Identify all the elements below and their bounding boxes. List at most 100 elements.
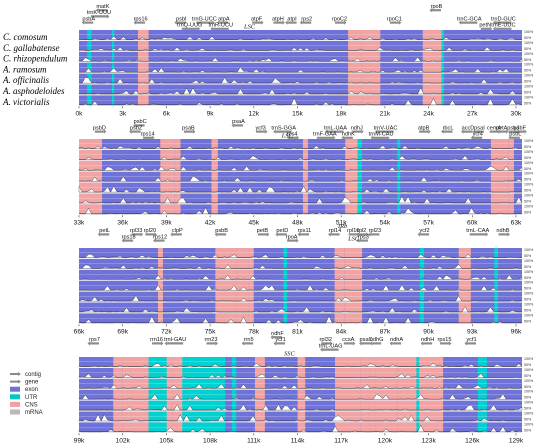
gene-arrowhead <box>367 232 371 237</box>
y-axis-label-50: 50% <box>524 418 532 422</box>
gene-label: ndhJ <box>351 125 363 131</box>
legend-label: exon <box>25 387 38 393</box>
legend-arrowhead <box>18 372 21 376</box>
tick-label: 99k <box>74 437 85 444</box>
gene-arrowhead <box>492 20 496 25</box>
y-axis-label-50: 50% <box>524 156 532 160</box>
gene-label: ndhF <box>271 331 284 337</box>
gene-arrowhead <box>121 238 125 243</box>
gene-arrowhead <box>524 129 527 134</box>
species-label: C. rhizopendulum <box>3 54 68 64</box>
y-axis-label-100: 100% <box>524 41 534 45</box>
y-axis-label-50: 50% <box>524 374 532 378</box>
gene-label: trnL-CAA <box>466 228 489 234</box>
y-axis-label-50: 50% <box>524 189 532 193</box>
gene-label: rps16 <box>134 16 148 22</box>
gene-arrowhead <box>154 232 157 237</box>
tick-label: 6k <box>163 110 171 117</box>
gene-label: trnS-GGA <box>271 125 296 131</box>
identity-curve <box>78 97 523 106</box>
y-axis-label-100: 100% <box>524 30 534 34</box>
tick-label: 3k <box>119 110 127 117</box>
gene-label: rpoB <box>431 4 443 10</box>
gene-label: atpB <box>418 125 430 131</box>
identity-curve <box>78 264 523 269</box>
gene-arrowhead <box>261 20 264 25</box>
tick-label: 27k <box>467 110 478 117</box>
gene-label: petL <box>99 228 110 234</box>
y-axis-label-100: 100% <box>524 172 534 176</box>
gene-arrowhead <box>241 341 245 346</box>
tick-label: 102k <box>116 437 131 444</box>
legend-label: UTR <box>25 395 38 401</box>
y-axis-label-100: 100% <box>524 368 534 372</box>
tick-label: 81k <box>292 328 303 335</box>
gene-arrowhead <box>174 20 177 25</box>
gene-arrowhead <box>192 129 196 134</box>
y-axis-label-50: 50% <box>524 47 532 51</box>
panel-4: ndhF rps7 rrn16 trnI-GAU rrn23 rrn5 ycf1 rpl32 c… <box>74 331 534 444</box>
tick-label: 123k <box>421 437 436 444</box>
identity-curve <box>78 87 522 95</box>
y-axis-label-50: 50% <box>524 145 532 149</box>
tick-label: 75k <box>205 328 216 335</box>
y-axis-label-50: 50% <box>524 319 532 323</box>
gene-label: rbcL <box>443 125 454 131</box>
region-label: LSC <box>281 133 294 140</box>
tick-label: 48k <box>292 219 303 226</box>
y-axis-label-50: 50% <box>524 69 532 73</box>
y-axis-label-100: 100% <box>524 204 534 208</box>
gene-label: trnM-CAU <box>369 132 394 138</box>
gene-arrowhead <box>103 129 107 134</box>
gene-label: rps12 <box>153 234 167 240</box>
species-label: A. ramosum <box>2 64 47 74</box>
gene-arrowhead <box>97 232 101 237</box>
y-axis-label-50: 50% <box>524 396 532 400</box>
identity-curve <box>78 373 522 378</box>
species-label: A. officinalis <box>2 75 49 85</box>
region-label: SSC <box>284 351 295 358</box>
gene-label: rps18 <box>122 234 136 240</box>
gene-label: trnE-UUC <box>491 23 515 29</box>
gene-label: trnI-GAU <box>164 337 186 343</box>
identity-curve <box>78 175 523 182</box>
identity-curve <box>78 306 522 313</box>
gene-label: rrn23 <box>204 337 217 343</box>
tick-label: 42k <box>205 219 216 226</box>
gene-arrowhead <box>470 135 474 140</box>
identity-curve <box>78 413 522 422</box>
y-axis-label-100: 100% <box>524 303 534 307</box>
gene-label: ycf1 <box>275 337 285 343</box>
gene-label: rpoC2 <box>332 16 347 22</box>
gene-label: psbC <box>134 119 147 125</box>
identity-curve <box>79 155 522 160</box>
y-axis-label-100: 100% <box>524 357 534 361</box>
tick-label: 96k <box>511 328 522 335</box>
gene-arrowhead <box>369 341 373 346</box>
identity-curve <box>79 403 523 411</box>
gene-label: rps11 <box>298 228 312 234</box>
tick-label: 54k <box>380 219 391 226</box>
panel-2: psbC psbD psbZ psaB psaA ycf3 trnS-GGA trnL-UAA… <box>74 119 534 226</box>
gene-arrowhead <box>420 341 424 346</box>
identity-curve <box>78 35 522 40</box>
gene-label: ycf1 <box>466 337 476 343</box>
y-axis-label-100: 100% <box>524 95 534 99</box>
gene-arrowhead <box>370 135 374 140</box>
y-axis-label-50: 50% <box>524 407 532 411</box>
y-axis-label-100: 100% <box>524 270 534 274</box>
gene-arrowhead <box>508 135 511 140</box>
gene-arrowhead <box>356 238 359 243</box>
y-axis-label-100: 100% <box>524 63 534 67</box>
tick-label: 51k <box>336 219 347 226</box>
tick-label: 108k <box>203 437 218 444</box>
identity-curve <box>79 383 523 389</box>
gene-label: cemA <box>487 125 502 131</box>
tick-label: 72k <box>161 328 172 335</box>
gene-arrowhead <box>152 135 155 140</box>
y-axis-label-100: 100% <box>524 292 534 296</box>
gene-arrowhead <box>266 232 270 237</box>
gene-label: trnG-UCC <box>192 16 217 22</box>
gene-label: rpoC1 <box>387 16 402 22</box>
